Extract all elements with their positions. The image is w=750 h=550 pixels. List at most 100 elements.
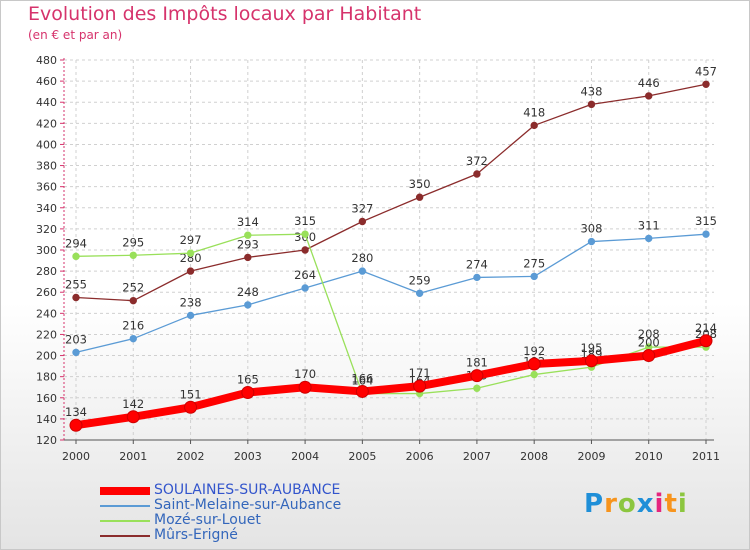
data-point-saint-melaine-sur-aubance — [415, 289, 424, 297]
y-tick-label: 400 — [36, 138, 57, 151]
data-label-soulaines-sur-aubance: 151 — [180, 387, 202, 401]
data-label-saint-melaine-sur-aubance: 216 — [122, 319, 144, 333]
x-tick-label: 2001 — [119, 450, 147, 463]
data-point-soulaines-sur-aubance — [584, 354, 598, 368]
y-tick-label: 340 — [36, 202, 57, 215]
data-label-soulaines-sur-aubance: 170 — [294, 367, 316, 381]
x-tick-label: 2010 — [635, 450, 663, 463]
data-point-saint-melaine-sur-aubance — [186, 311, 195, 320]
legend-label: Mozé-sur-Louet — [154, 512, 261, 528]
data-label-soulaines-sur-aubance: 142 — [122, 397, 144, 411]
data-point-murs-erigne — [473, 170, 481, 178]
y-tick-label: 120 — [36, 434, 57, 447]
y-tick-label: 140 — [36, 413, 57, 426]
data-label-saint-melaine-sur-aubance: 274 — [466, 257, 488, 271]
data-point-saint-melaine-sur-aubance — [645, 234, 653, 243]
y-tick-label: 300 — [36, 244, 57, 257]
y-tick-label: 360 — [36, 181, 57, 194]
data-label-saint-melaine-sur-aubance: 315 — [695, 214, 717, 228]
data-point-murs-erigne — [72, 293, 80, 302]
x-tick-label: 2009 — [577, 450, 605, 463]
x-tick-label: 2000 — [62, 450, 90, 463]
legend-label: SOULAINES-SUR-AUBANCE — [154, 482, 341, 498]
data-label-murs-erigne: 457 — [695, 64, 717, 78]
data-point-murs-erigne — [186, 267, 195, 275]
data-label-saint-melaine-sur-aubance: 203 — [65, 332, 87, 346]
y-tick-label: 380 — [36, 160, 57, 173]
data-point-soulaines-sur-aubance — [527, 357, 541, 371]
logo-letter: i — [677, 489, 688, 519]
data-point-soulaines-sur-aubance — [241, 386, 255, 399]
x-tick-label: 2006 — [406, 450, 434, 463]
data-point-murs-erigne — [587, 100, 596, 109]
chart-subtitle: (en € et par an) — [28, 28, 123, 42]
data-point-soulaines-sur-aubance — [699, 334, 713, 348]
data-label-saint-melaine-sur-aubance: 308 — [580, 222, 602, 236]
legend-swatch — [100, 505, 150, 507]
logo-letter: i — [654, 489, 665, 519]
data-point-murs-erigne — [415, 193, 424, 201]
data-label-moze-sur-louet: 315 — [294, 214, 316, 228]
proxiti-logo: Proxiti — [584, 489, 688, 519]
y-tick-label: 440 — [36, 96, 57, 109]
y-tick-label: 200 — [36, 350, 57, 363]
logo-letter: x — [636, 489, 655, 519]
data-label-moze-sur-louet: 314 — [237, 215, 259, 229]
x-tick-label: 2007 — [463, 450, 491, 463]
data-point-moze-sur-louet — [72, 252, 80, 261]
series-line-saint-melaine-sur-aubance — [75, 233, 707, 354]
series-line-soulaines-sur-aubance — [72, 336, 710, 430]
data-point-saint-melaine-sur-aubance — [129, 334, 137, 343]
x-tick-label: 2008 — [520, 450, 548, 463]
y-tick-label: 420 — [36, 117, 57, 130]
data-label-moze-sur-louet: 208 — [638, 327, 660, 341]
data-point-saint-melaine-sur-aubance — [72, 348, 80, 357]
data-label-murs-erigne: 327 — [351, 202, 373, 216]
data-label-saint-melaine-sur-aubance: 280 — [351, 251, 373, 265]
data-point-moze-sur-louet — [301, 230, 309, 238]
data-label-saint-melaine-sur-aubance: 248 — [237, 285, 259, 299]
data-label-murs-erigne: 280 — [180, 251, 202, 265]
data-point-murs-erigne — [645, 92, 653, 100]
data-label-moze-sur-louet: 164 — [351, 374, 373, 388]
data-label-murs-erigne: 252 — [122, 281, 144, 295]
data-label-murs-erigne: 293 — [237, 237, 259, 251]
y-tick-label: 160 — [36, 392, 57, 405]
y-tick-label: 240 — [36, 307, 57, 320]
data-label-saint-melaine-sur-aubance: 238 — [180, 295, 202, 309]
data-label-murs-erigne: 255 — [65, 278, 87, 292]
data-point-saint-melaine-sur-aubance — [473, 273, 481, 282]
data-point-murs-erigne — [358, 217, 367, 226]
data-label-moze-sur-louet: 294 — [65, 236, 87, 250]
data-point-murs-erigne — [129, 296, 137, 305]
y-tick-label: 260 — [36, 286, 57, 299]
series-line-moze-sur-louet — [75, 233, 707, 395]
data-label-murs-erigne: 350 — [409, 177, 431, 191]
data-label-saint-melaine-sur-aubance: 259 — [409, 273, 431, 287]
data-label-murs-erigne: 446 — [638, 76, 660, 90]
data-label-saint-melaine-sur-aubance: 264 — [294, 268, 316, 282]
data-label-saint-melaine-sur-aubance: 311 — [638, 218, 660, 232]
x-tick-label: 2003 — [234, 450, 262, 463]
data-label-soulaines-sur-aubance: 195 — [580, 341, 602, 355]
data-label-saint-melaine-sur-aubance: 275 — [523, 256, 545, 270]
y-tick-label: 180 — [36, 371, 57, 384]
data-point-saint-melaine-sur-aubance — [301, 284, 309, 292]
data-point-murs-erigne — [702, 80, 710, 88]
data-label-soulaines-sur-aubance: 181 — [466, 356, 488, 370]
data-point-saint-melaine-sur-aubance — [587, 237, 596, 246]
data-point-soulaines-sur-aubance — [126, 410, 140, 424]
data-point-soulaines-sur-aubance — [470, 369, 484, 383]
data-point-moze-sur-louet — [186, 249, 195, 257]
data-point-soulaines-sur-aubance — [69, 418, 83, 432]
legend-label: Saint-Melaine-sur-Aubance — [154, 497, 342, 513]
data-point-saint-melaine-sur-aubance — [358, 267, 367, 275]
x-tick-label: 2004 — [291, 450, 319, 463]
data-point-soulaines-sur-aubance — [184, 400, 198, 414]
data-point-moze-sur-louet — [530, 370, 538, 379]
data-point-soulaines-sur-aubance — [355, 384, 369, 398]
legend-swatch — [100, 535, 150, 537]
data-label-murs-erigne: 372 — [466, 154, 488, 168]
